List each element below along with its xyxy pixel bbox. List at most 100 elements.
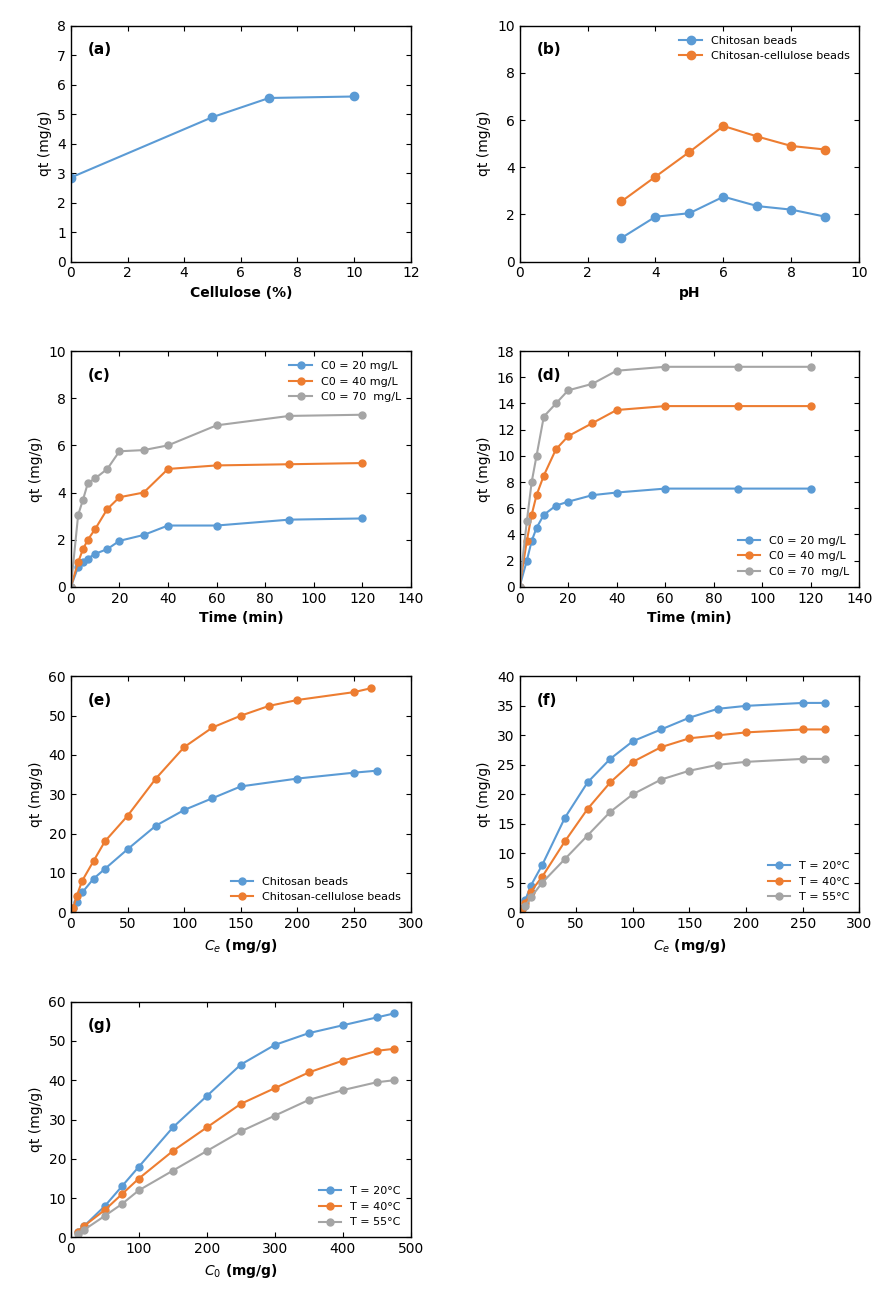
Line: C0 = 70  mg/L: C0 = 70 mg/L	[516, 363, 814, 590]
Chitosan beads	[752, 199, 763, 214]
Y-axis label: qt (mg/g): qt (mg/g)	[29, 436, 43, 501]
C0 = 20 mg/L	[357, 510, 368, 526]
T = 20°C	[741, 699, 751, 714]
Line: C0 = 40 mg/L: C0 = 40 mg/L	[67, 460, 366, 590]
T = 40°C	[797, 722, 808, 737]
Y-axis label: qt (mg/g): qt (mg/g)	[29, 762, 43, 828]
C0 = 20 mg/L	[102, 541, 113, 557]
Text: (c): (c)	[88, 367, 111, 383]
T = 55°C	[304, 1092, 315, 1107]
T = 20°C	[560, 809, 571, 825]
C0 = 70  mg/L	[539, 409, 549, 424]
T = 55°C	[388, 1072, 399, 1088]
C0 = 20 mg/L	[114, 534, 125, 549]
T = 55°C	[117, 1196, 128, 1212]
Line: T = 40°C: T = 40°C	[518, 726, 829, 913]
T = 55°C	[134, 1182, 144, 1197]
C0 = 40 mg/L	[733, 398, 743, 414]
T = 40°C	[627, 754, 638, 770]
C0 = 70  mg/L	[532, 449, 542, 464]
T = 55°C	[201, 1143, 212, 1159]
Y-axis label: qt (mg/g): qt (mg/g)	[29, 1087, 43, 1152]
T = 20°C	[167, 1120, 178, 1136]
Chitosan-cellulose beads	[349, 684, 360, 700]
T = 20°C	[820, 695, 831, 710]
T = 20°C	[525, 878, 536, 893]
Chitosan-cellulose beads	[719, 119, 729, 134]
X-axis label: Time (min): Time (min)	[198, 611, 284, 625]
C0 = 70  mg/L	[66, 579, 76, 594]
T = 20°C	[269, 1038, 280, 1053]
Line: T = 20°C: T = 20°C	[74, 1011, 397, 1235]
Chitosan-cellulose beads	[616, 193, 626, 209]
Chitosan beads	[349, 764, 360, 780]
T = 55°C	[605, 804, 616, 820]
C0 = 70  mg/L	[138, 442, 149, 458]
T = 40°C	[656, 740, 666, 755]
T = 20°C	[338, 1017, 348, 1032]
T = 20°C	[79, 1218, 89, 1234]
Chitosan beads	[122, 842, 133, 857]
Chitosan-cellulose beads	[650, 169, 661, 184]
T = 20°C	[582, 775, 593, 790]
Chitosan beads	[236, 779, 246, 794]
Chitosan beads	[786, 202, 797, 218]
T = 40°C	[560, 834, 571, 849]
T = 20°C	[388, 1005, 399, 1021]
T = 20°C	[656, 722, 666, 737]
C0 = 40 mg/L	[357, 455, 368, 470]
T = 55°C	[797, 751, 808, 767]
T = 55°C	[627, 786, 638, 802]
Chitosan-cellulose beads	[122, 808, 133, 824]
Chitosan beads	[77, 884, 88, 900]
C0 = 20 mg/L	[611, 485, 622, 500]
T = 55°C	[582, 828, 593, 843]
Chitosan-cellulose beads	[366, 681, 377, 696]
C0 = 70  mg/L	[82, 476, 93, 491]
T = 40°C	[820, 722, 831, 737]
T = 40°C	[371, 1043, 382, 1058]
C0 = 40 mg/L	[611, 402, 622, 418]
T = 40°C	[117, 1186, 128, 1201]
C0 = 20 mg/L	[73, 559, 83, 575]
C0 = 40 mg/L	[211, 458, 222, 473]
Line: C0 = 70  mg/L: C0 = 70 mg/L	[67, 411, 366, 590]
Chitosan beads	[179, 802, 190, 817]
T = 20°C	[236, 1057, 246, 1072]
T = 55°C	[269, 1109, 280, 1124]
Line: C0 = 40 mg/L: C0 = 40 mg/L	[516, 402, 814, 590]
C0 = 40 mg/L	[163, 461, 174, 477]
C0 = 20 mg/L	[163, 518, 174, 534]
T = 20°C	[117, 1178, 128, 1194]
C0 = 20 mg/L	[805, 481, 816, 496]
Text: (d): (d)	[537, 367, 561, 383]
C0 = 20 mg/L	[78, 554, 89, 570]
Line: Chitosan-cellulose beads: Chitosan-cellulose beads	[70, 684, 375, 911]
C0 = 20 mg/L	[526, 534, 537, 549]
Text: (g): (g)	[88, 1018, 113, 1034]
Line: C0 = 20 mg/L: C0 = 20 mg/L	[516, 485, 814, 590]
C0 = 20 mg/L	[532, 521, 542, 536]
C0 = 70  mg/L	[284, 409, 295, 424]
T = 40°C	[73, 1223, 83, 1239]
Chitosan-cellulose beads	[207, 719, 218, 735]
X-axis label: $C_e$ (mg/g): $C_e$ (mg/g)	[653, 937, 727, 955]
Text: (f): (f)	[537, 693, 557, 708]
Y-axis label: qt (mg/g): qt (mg/g)	[37, 111, 51, 177]
C0 = 20 mg/L	[733, 481, 743, 496]
Text: (a): (a)	[88, 43, 112, 57]
C0 = 70  mg/L	[660, 360, 671, 375]
Line: T = 40°C: T = 40°C	[74, 1045, 397, 1235]
T = 40°C	[236, 1096, 246, 1111]
T = 20°C	[797, 695, 808, 710]
C0 = 20 mg/L	[522, 553, 532, 568]
Chitosan-cellulose beads	[236, 708, 246, 723]
C0 = 20 mg/L	[539, 507, 549, 522]
C0 = 20 mg/L	[660, 481, 671, 496]
C0 = 40 mg/L	[89, 521, 100, 536]
Chitosan-cellulose beads	[264, 699, 275, 714]
Chitosan beads	[71, 895, 82, 910]
C0 = 70  mg/L	[114, 443, 125, 459]
C0 = 70  mg/L	[550, 396, 561, 411]
C0 = 70  mg/L	[563, 383, 573, 398]
